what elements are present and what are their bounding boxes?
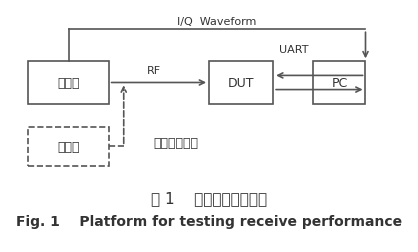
Text: 邻道抑制使用: 邻道抑制使用 (153, 137, 199, 150)
Bar (28, 127, 109, 166)
Text: 图 1    接收性能测试平台: 图 1 接收性能测试平台 (151, 190, 267, 205)
Text: Fig. 1    Platform for testing receive performance: Fig. 1 Platform for testing receive perf… (16, 214, 402, 228)
FancyArrowPatch shape (112, 81, 204, 86)
FancyArrowPatch shape (121, 88, 126, 144)
Text: I/Q  Waveform: I/Q Waveform (177, 17, 257, 27)
Text: PC: PC (331, 77, 347, 90)
FancyArrowPatch shape (276, 88, 361, 93)
Text: 信号源: 信号源 (57, 77, 80, 90)
Bar (28, 62, 109, 104)
FancyArrowPatch shape (278, 74, 363, 79)
Text: 信号源: 信号源 (57, 140, 80, 153)
Text: DUT: DUT (228, 77, 254, 90)
Text: RF: RF (147, 66, 161, 76)
Bar (314, 62, 365, 104)
Bar (209, 62, 273, 104)
Text: UART: UART (278, 45, 308, 55)
FancyArrowPatch shape (363, 33, 368, 57)
